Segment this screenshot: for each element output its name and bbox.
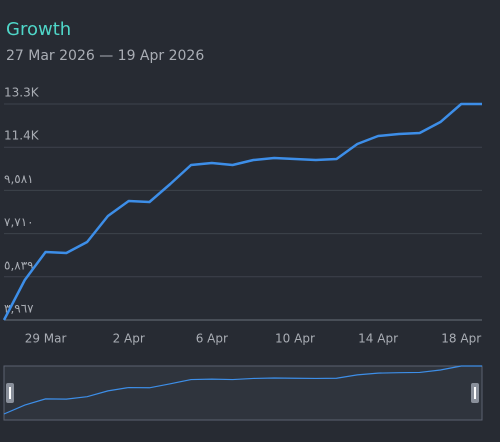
x-tick-label: 18 Apr bbox=[441, 332, 481, 346]
chart-subtitle: 27 Mar 2026 — 19 Apr 2026 bbox=[6, 48, 204, 64]
y-tick-label: 13.3K bbox=[4, 86, 40, 100]
y-tick-label: ٩,٥٨١ bbox=[4, 172, 34, 186]
x-tick-label: 29 Mar bbox=[25, 332, 67, 346]
x-tick-label: 6 Apr bbox=[196, 332, 228, 346]
chart-title: Growth bbox=[6, 19, 71, 40]
y-tick-label: ٥,٨٣٩ bbox=[4, 258, 34, 272]
x-tick-label: 14 Apr bbox=[358, 332, 398, 346]
x-tick-label: 2 Apr bbox=[113, 332, 145, 346]
y-tick-label: 11.4K bbox=[4, 129, 40, 143]
x-tick-label: 10 Apr bbox=[275, 332, 315, 346]
y-tick-label: ٧,٧١٠ bbox=[4, 215, 34, 229]
data-line bbox=[2, 102, 482, 321]
navigator[interactable] bbox=[3, 365, 483, 421]
navigator-line bbox=[3, 365, 482, 415]
